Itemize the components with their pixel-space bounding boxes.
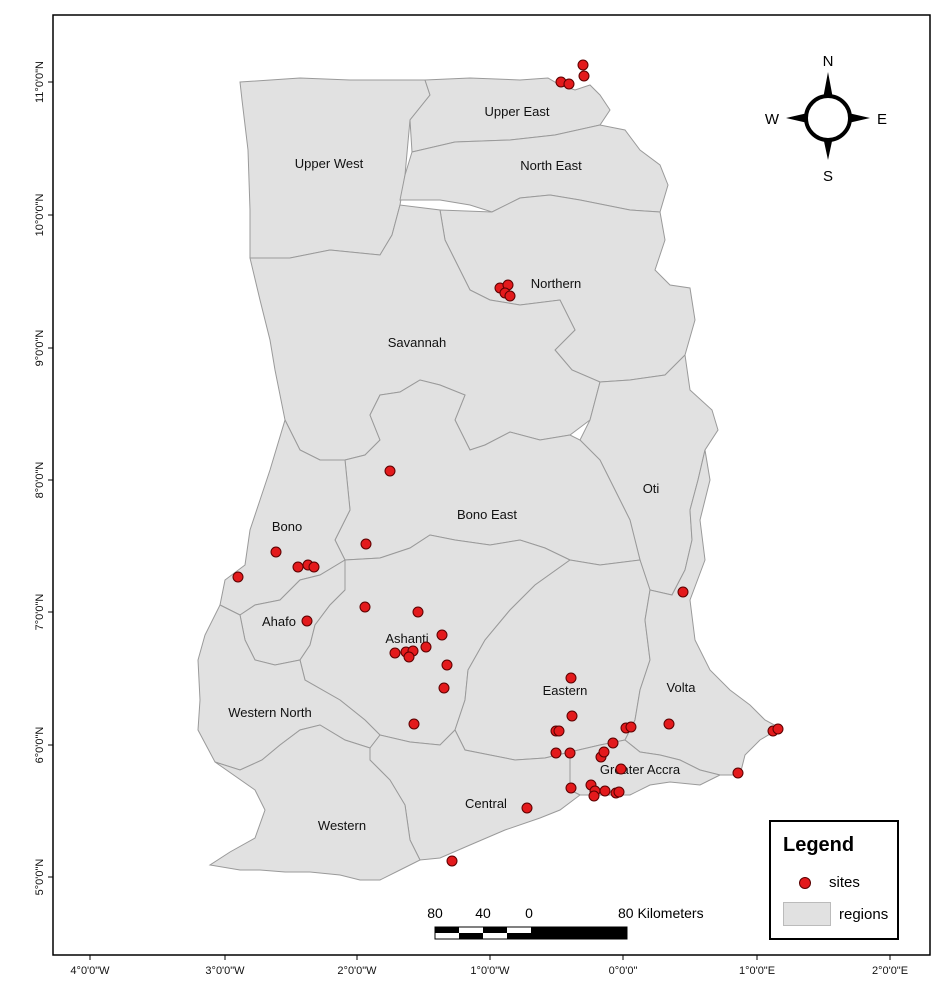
lat-tick-label: 5°0'0"N: [34, 859, 46, 896]
site-marker: [566, 710, 578, 722]
site-marker: [625, 721, 637, 733]
site-marker: [521, 802, 533, 814]
lon-tick-label: 4°0'0"W: [70, 965, 110, 977]
label-bono-east: Bono East: [457, 507, 517, 522]
site-marker: [564, 747, 576, 759]
lat-tick-label: 11°0'0"N: [34, 61, 46, 103]
site-marker: [232, 571, 244, 583]
site-marker: [599, 785, 611, 797]
site-marker: [389, 647, 401, 659]
site-marker: [772, 723, 784, 735]
site-marker: [615, 763, 627, 775]
lon-tick-label: 2°0'0"E: [872, 965, 908, 977]
site-marker: [553, 725, 565, 737]
site-marker: [436, 629, 448, 641]
site-marker: [577, 59, 589, 71]
lat-tick-label: 10°0'0"N: [34, 194, 46, 237]
site-marker: [607, 737, 619, 749]
label-greater-accra: Greater Accra: [600, 762, 681, 777]
lon-tick-label: 2°0'0"W: [337, 965, 377, 977]
label-eastern: Eastern: [543, 683, 588, 698]
legend: Legend sites regions: [769, 820, 899, 940]
scale-label-40: 40: [475, 905, 491, 921]
site-marker: [441, 659, 453, 671]
scale-label-80-kilometers: 80 Kilometers: [618, 905, 704, 921]
site-marker: [308, 561, 320, 573]
site-marker: [384, 465, 396, 477]
label-savannah: Savannah: [388, 335, 447, 350]
site-marker-icon: [799, 876, 811, 889]
legend-item-regions: regions: [783, 902, 888, 926]
scale-label-0: 0: [525, 905, 533, 921]
legend-item-label: sites: [829, 874, 860, 891]
label-north-east: North East: [520, 158, 582, 173]
compass-north-label: N: [823, 53, 834, 70]
region-swatch-icon: [783, 902, 831, 926]
label-oti: Oti: [643, 481, 660, 496]
lat-tick-label: 7°0'0"N: [34, 594, 46, 631]
label-upper-west: Upper West: [295, 156, 364, 171]
compass-south-label: S: [823, 168, 833, 185]
site-marker: [677, 586, 689, 598]
latitude-axis: 11°0'0"N 10°0'0"N 9°0'0"N 8°0'0"N 7°0'0"…: [34, 61, 53, 895]
site-marker: [301, 615, 313, 627]
site-marker: [504, 290, 516, 302]
lon-tick-label: 3°0'0"W: [205, 965, 245, 977]
label-bono: Bono: [272, 519, 302, 534]
lat-tick-label: 9°0'0"N: [34, 330, 46, 367]
site-marker: [588, 790, 600, 802]
site-marker: [446, 855, 458, 867]
legend-title: Legend: [783, 834, 855, 856]
site-marker: [292, 561, 304, 573]
label-western-north: Western North: [228, 705, 312, 720]
lat-tick-label: 6°0'0"N: [34, 727, 46, 764]
longitude-axis: 4°0'0"W 3°0'0"W 2°0'0"W 1°0'0"W 0°0'0" 1…: [70, 955, 908, 977]
site-marker: [359, 601, 371, 613]
lon-tick-label: 1°0'0"W: [470, 965, 510, 977]
site-marker: [565, 672, 577, 684]
scale-label-80-left: 80: [427, 905, 443, 921]
site-marker: [578, 70, 590, 82]
site-marker: [598, 746, 610, 758]
label-ashanti: Ashanti: [385, 631, 428, 646]
site-marker: [563, 78, 575, 90]
lon-tick-label: 0°0'0": [609, 965, 638, 977]
north-arrow-compass: N S E W: [765, 53, 887, 185]
label-upper-east: Upper East: [484, 104, 549, 119]
label-ahafo: Ahafo: [262, 614, 296, 629]
lon-tick-label: 1°0'0"E: [739, 965, 775, 977]
site-marker: [438, 682, 450, 694]
site-marker: [420, 641, 432, 653]
legend-item-sites: sites: [783, 874, 860, 891]
compass-west-label: W: [765, 111, 780, 128]
site-marker: [408, 718, 420, 730]
site-marker: [270, 546, 282, 558]
label-central: Central: [465, 796, 507, 811]
site-marker: [663, 718, 675, 730]
site-marker: [565, 782, 577, 794]
scale-bar: 80 40 0 80 Kilometers: [427, 905, 704, 940]
sites-layer: [232, 59, 784, 867]
legend-item-label: regions: [839, 905, 889, 923]
site-marker: [550, 747, 562, 759]
label-volta: Volta: [667, 680, 697, 695]
region-western: [208, 724, 421, 881]
lat-tick-label: 8°0'0"N: [34, 462, 46, 499]
label-northern: Northern: [531, 276, 582, 291]
label-western: Western: [318, 818, 366, 833]
site-marker: [732, 767, 744, 779]
site-marker: [403, 651, 415, 663]
compass-east-label: E: [877, 111, 887, 128]
site-marker: [360, 538, 372, 550]
site-marker: [412, 606, 424, 618]
site-marker: [613, 786, 625, 798]
